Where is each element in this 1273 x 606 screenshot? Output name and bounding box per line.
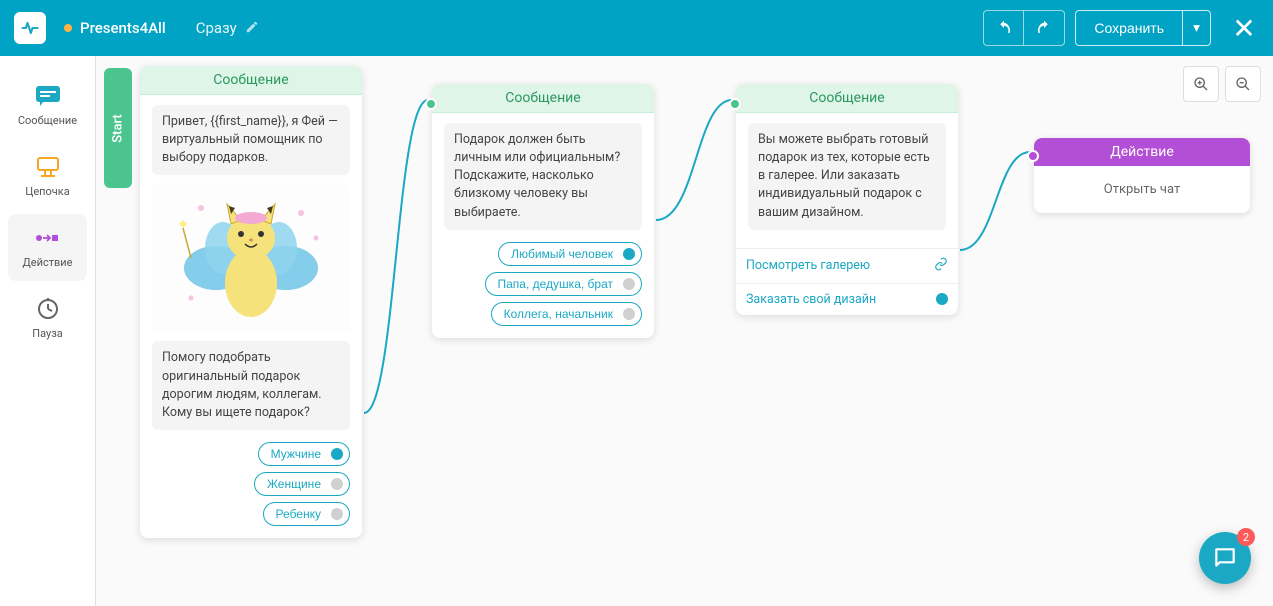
action-node[interactable]: Действие Открыть чат <box>1034 138 1250 213</box>
redo-icon <box>1035 19 1053 37</box>
action-icon <box>34 226 62 250</box>
option-button[interactable]: Любимый человек <box>498 242 642 266</box>
logo[interactable] <box>14 12 46 44</box>
message-icon <box>34 84 62 108</box>
save-button[interactable]: Сохранить <box>1076 11 1182 45</box>
message-node[interactable]: Сообщение Привет, {{first_name}}, я Фей … <box>140 66 362 538</box>
node-text: Привет, {{first_name}}, я Фей — виртуаль… <box>152 105 350 175</box>
save-dropdown[interactable]: ▾ <box>1182 11 1210 45</box>
option-button[interactable]: Папа, дедушка, брат <box>485 272 643 296</box>
message-node[interactable]: Сообщение Вы можете выбрать готовый пода… <box>736 84 958 315</box>
sidebar-item-action[interactable]: Действие <box>8 214 87 281</box>
link-row[interactable]: Посмотреть галерею <box>736 248 958 283</box>
sidebar-item-chain[interactable]: Цепочка <box>8 143 87 210</box>
undo-icon <box>995 19 1013 37</box>
input-port[interactable] <box>1027 150 1039 162</box>
close-button[interactable]: ✕ <box>1229 12 1259 45</box>
undo-button[interactable] <box>984 11 1024 45</box>
sidebar-label: Действие <box>23 256 73 269</box>
undo-redo-group <box>983 10 1065 46</box>
node-image <box>152 183 350 333</box>
node-title: Сообщение <box>736 84 958 113</box>
option-button[interactable]: Мужчине <box>258 442 350 466</box>
sidebar-label: Пауза <box>32 327 63 340</box>
node-text: Помогу подобрать оригинальный подарок до… <box>152 341 350 430</box>
option-button[interactable]: Женщине <box>254 472 350 496</box>
sidebar-label: Цепочка <box>25 185 69 198</box>
project-name[interactable]: Presents4All <box>80 19 166 37</box>
zoom-in-button[interactable] <box>1183 66 1219 102</box>
sidebar-label: Сообщение <box>18 114 77 127</box>
zoom-out-button[interactable] <box>1225 66 1261 102</box>
chain-icon <box>34 155 62 179</box>
fairy-cat-illustration <box>161 188 341 328</box>
chat-icon <box>1212 545 1238 571</box>
status-dot <box>64 24 72 32</box>
node-title: Сообщение <box>140 66 362 95</box>
sidebar-item-pause[interactable]: Пауза <box>8 285 87 352</box>
output-port[interactable] <box>936 293 948 305</box>
chat-badge: 2 <box>1237 528 1255 546</box>
message-node[interactable]: Сообщение Подарок должен быть личным или… <box>432 84 654 338</box>
action-body: Открыть чат <box>1034 166 1250 213</box>
node-title: Сообщение <box>432 84 654 113</box>
pulse-icon <box>20 18 40 38</box>
input-port[interactable] <box>425 98 437 110</box>
option-button[interactable]: Коллега, начальник <box>491 302 642 326</box>
save-group: Сохранить ▾ <box>1075 10 1211 46</box>
breadcrumb[interactable]: Сразу <box>196 19 237 37</box>
node-text: Вы можете выбрать готовый подарок из тех… <box>748 123 946 230</box>
canvas[interactable]: Start Сообщение Привет, {{first_name}}, … <box>96 56 1273 606</box>
input-port[interactable] <box>729 98 741 110</box>
node-title: Действие <box>1034 138 1250 166</box>
option-button[interactable]: Ребенку <box>263 502 350 526</box>
start-label: Start <box>111 114 126 142</box>
chat-fab[interactable]: 2 <box>1199 532 1251 584</box>
pause-icon <box>34 297 62 321</box>
link-icon <box>934 257 948 275</box>
link-label: Посмотреть галерею <box>746 258 870 273</box>
redo-button[interactable] <box>1024 11 1064 45</box>
zoom-out-icon <box>1235 76 1251 92</box>
edit-icon[interactable] <box>245 19 259 38</box>
zoom-controls <box>1183 66 1261 102</box>
zoom-in-icon <box>1193 76 1209 92</box>
node-text: Подарок должен быть личным или официальн… <box>444 123 642 230</box>
link-row[interactable]: Заказать свой дизайн <box>736 283 958 315</box>
link-label: Заказать свой дизайн <box>746 292 876 307</box>
sidebar-item-message[interactable]: Сообщение <box>8 72 87 139</box>
topbar: Presents4All Сразу Сохранить ▾ ✕ <box>0 0 1273 56</box>
start-tab[interactable]: Start <box>104 68 132 188</box>
sidebar: Сообщение Цепочка Действие Пауза <box>0 56 96 606</box>
